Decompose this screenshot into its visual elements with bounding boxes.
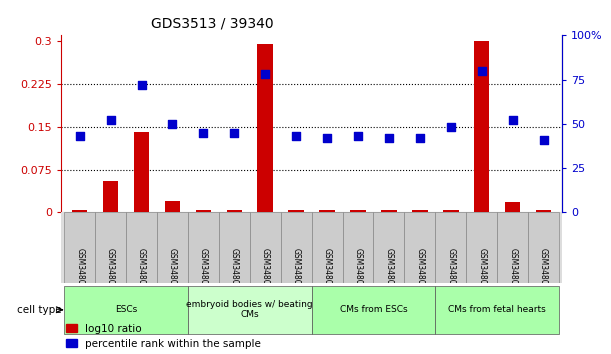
Text: GSM348014: GSM348014: [477, 248, 486, 294]
Text: GSM348013: GSM348013: [446, 248, 455, 294]
Point: [229, 130, 239, 136]
FancyBboxPatch shape: [497, 212, 528, 283]
Text: GSM348012: GSM348012: [415, 248, 425, 294]
Point: [137, 82, 147, 88]
FancyBboxPatch shape: [312, 212, 343, 283]
Text: GSM348011: GSM348011: [384, 248, 393, 294]
Bar: [196, 210, 211, 212]
Text: GSM348015: GSM348015: [508, 248, 517, 294]
FancyBboxPatch shape: [95, 212, 126, 283]
Text: GSM348016: GSM348016: [539, 248, 548, 294]
Bar: [474, 41, 489, 212]
Point: [322, 135, 332, 141]
Legend: log10 ratio, percentile rank within the sample: log10 ratio, percentile rank within the …: [67, 324, 261, 349]
Bar: [350, 210, 366, 212]
FancyBboxPatch shape: [64, 286, 188, 333]
FancyBboxPatch shape: [280, 212, 312, 283]
Text: CMs from ESCs: CMs from ESCs: [340, 305, 408, 314]
Bar: [505, 202, 521, 212]
Bar: [227, 210, 242, 212]
FancyBboxPatch shape: [312, 286, 435, 333]
Bar: [103, 181, 119, 212]
Bar: [72, 210, 87, 212]
Text: GSM348008: GSM348008: [291, 248, 301, 294]
Text: GSM348006: GSM348006: [230, 248, 239, 294]
FancyBboxPatch shape: [343, 212, 373, 283]
Bar: [257, 44, 273, 212]
FancyBboxPatch shape: [219, 212, 250, 283]
Text: cell type: cell type: [17, 305, 62, 315]
Point: [260, 72, 270, 77]
Text: GSM348009: GSM348009: [323, 248, 332, 294]
FancyBboxPatch shape: [373, 212, 404, 283]
Bar: [381, 210, 397, 212]
FancyBboxPatch shape: [466, 212, 497, 283]
FancyBboxPatch shape: [528, 212, 559, 283]
Text: CMs from fetal hearts: CMs from fetal hearts: [448, 305, 546, 314]
Text: GDS3513 / 39340: GDS3513 / 39340: [152, 16, 274, 30]
FancyBboxPatch shape: [64, 212, 95, 283]
Point: [106, 118, 115, 123]
Bar: [443, 210, 458, 212]
Point: [508, 118, 518, 123]
Bar: [412, 210, 428, 212]
Point: [446, 125, 456, 130]
Text: GSM348005: GSM348005: [199, 248, 208, 294]
Bar: [320, 210, 335, 212]
Point: [353, 133, 363, 139]
FancyBboxPatch shape: [404, 212, 435, 283]
Text: GSM348001: GSM348001: [75, 248, 84, 294]
FancyBboxPatch shape: [435, 286, 559, 333]
Point: [539, 137, 549, 143]
Bar: [165, 201, 180, 212]
Point: [384, 135, 394, 141]
Point: [415, 135, 425, 141]
Text: GSM348007: GSM348007: [261, 248, 269, 294]
Point: [477, 68, 486, 74]
FancyBboxPatch shape: [435, 212, 466, 283]
FancyBboxPatch shape: [188, 286, 312, 333]
FancyBboxPatch shape: [188, 212, 219, 283]
Bar: [536, 210, 551, 212]
Text: GSM348010: GSM348010: [354, 248, 362, 294]
Point: [167, 121, 177, 127]
FancyBboxPatch shape: [157, 212, 188, 283]
Text: GSM348002: GSM348002: [106, 248, 115, 294]
Bar: [288, 210, 304, 212]
Point: [291, 133, 301, 139]
Text: GSM348003: GSM348003: [137, 248, 146, 294]
Point: [75, 133, 84, 139]
Text: embryoid bodies w/ beating
CMs: embryoid bodies w/ beating CMs: [186, 300, 313, 319]
Text: GSM348004: GSM348004: [168, 248, 177, 294]
Bar: [134, 132, 149, 212]
Point: [199, 130, 208, 136]
Text: ESCs: ESCs: [115, 305, 137, 314]
FancyBboxPatch shape: [126, 212, 157, 283]
FancyBboxPatch shape: [250, 212, 280, 283]
